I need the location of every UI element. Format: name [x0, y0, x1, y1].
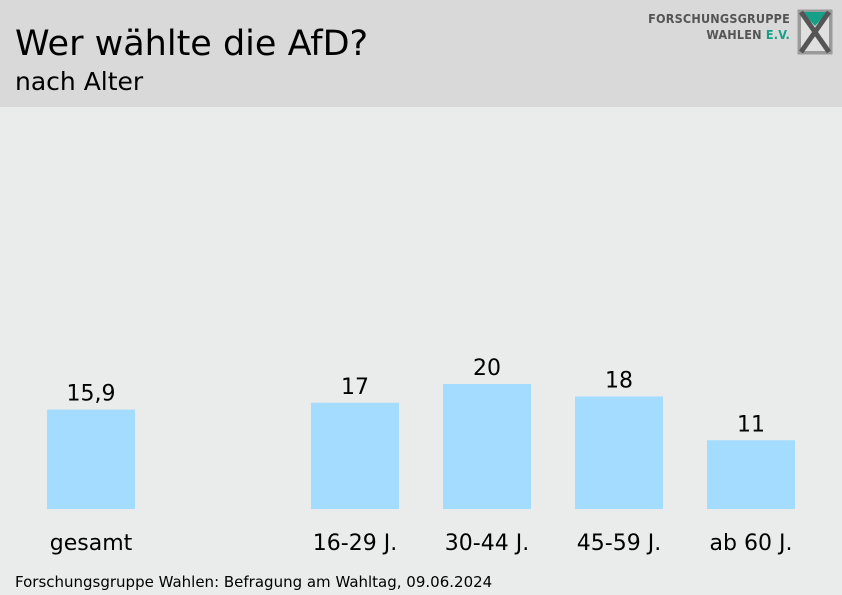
value-label-1: 17 — [341, 375, 369, 400]
bar-2 — [443, 384, 531, 509]
category-label-4: ab 60 J. — [710, 531, 793, 556]
logo-text: FORSCHUNGSGRUPPE WAHLEN E.V. — [648, 11, 790, 43]
logo-line-2-main: WAHLEN — [706, 27, 762, 42]
logo-line-2-accent: E.V. — [765, 27, 790, 42]
bar-4 — [707, 440, 795, 509]
header-band: Wer wählte die AfD? nach Alter FORSCHUNG… — [0, 0, 842, 107]
chart-title: Wer wählte die AfD? — [15, 24, 369, 64]
value-label-0: 15,9 — [67, 382, 116, 407]
chart-subtitle: nach Alter — [15, 67, 144, 96]
source-note: Forschungsgruppe Wahlen: Befragung am Wa… — [15, 573, 493, 591]
bar-0 — [47, 409, 135, 509]
value-label-3: 18 — [605, 369, 633, 394]
value-label-2: 20 — [473, 356, 501, 381]
bar-1 — [311, 402, 399, 509]
bar-chart: 15,9 gesamt 17 16-29 J. 20 30-44 J. 18 45-59 J.… — [47, 356, 795, 556]
category-label-0: gesamt — [50, 531, 133, 556]
category-label-1: 16-29 J. — [313, 531, 397, 556]
category-label-3: 45-59 J. — [577, 531, 661, 556]
bar-3 — [575, 396, 663, 509]
category-label-2: 30-44 J. — [445, 531, 529, 556]
logo-line-2: WAHLEN E.V. — [648, 27, 790, 43]
value-label-4: 11 — [737, 412, 765, 437]
logo-line-1: FORSCHUNGSGRUPPE — [648, 11, 790, 26]
fgw-x-logo-icon — [797, 9, 833, 55]
